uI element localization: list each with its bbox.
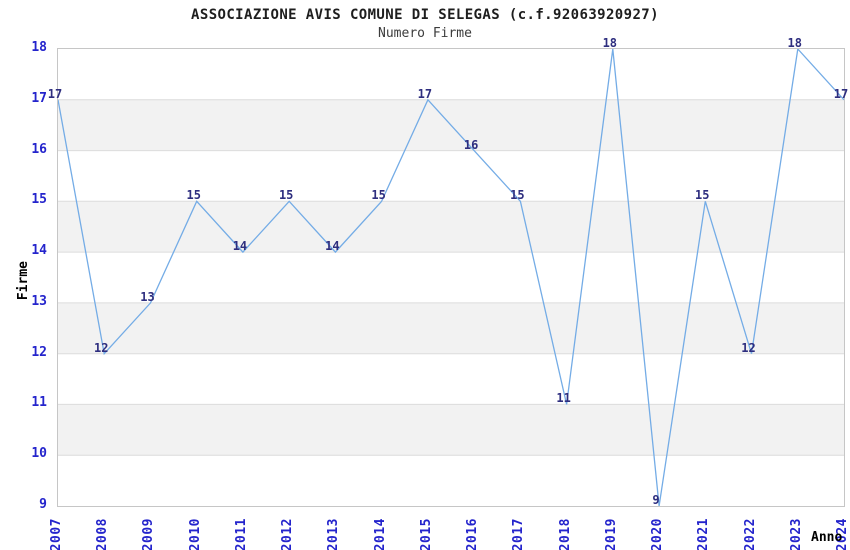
y-tick-label: 9 <box>39 497 47 512</box>
y-tick-label: 16 <box>31 141 47 157</box>
y-tick-label: 17 <box>31 90 47 106</box>
y-tick-label: 12 <box>31 344 47 360</box>
x-axis-title: Anno <box>811 530 843 545</box>
y-tick-label: 13 <box>31 293 47 309</box>
grid-band <box>58 404 844 456</box>
y-tick-label: 10 <box>31 446 47 462</box>
y-tick-label: 11 <box>31 395 47 411</box>
chart-title: ASSOCIAZIONE AVIS COMUNE DI SELEGAS (c.f… <box>191 7 659 23</box>
grid-band <box>58 201 844 253</box>
series-line <box>58 49 844 506</box>
plot-canvas <box>58 49 844 506</box>
y-tick-label: 15 <box>31 192 47 208</box>
y-tick-label: 18 <box>31 40 47 55</box>
chart-subtitle: Numero Firme <box>378 26 472 41</box>
plot-area <box>57 48 845 507</box>
y-tick-label: 14 <box>31 243 47 259</box>
grid-band <box>58 302 844 354</box>
